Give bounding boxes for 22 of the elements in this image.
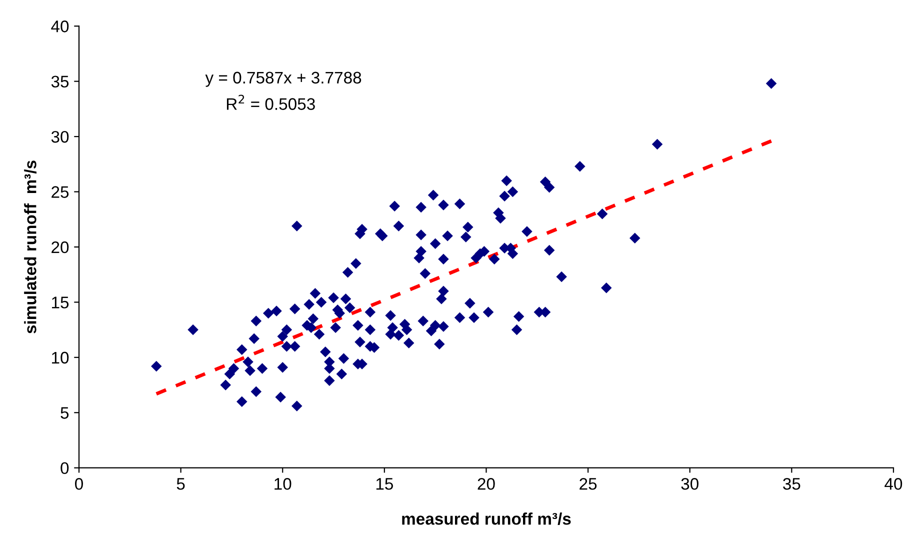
annotation: R$^{2}$ = 0.5053 [226,94,315,110]
y-tick-label: 20 [52,241,69,254]
y-tick-label: 10 [52,352,69,364]
y-tick-label: 15 [52,296,69,308]
y-tick-label: 5 [60,407,69,419]
y-tick-label: 35 [51,76,69,88]
x-tick-label: 20 [478,478,495,490]
x-tick-label: 30 [681,478,698,490]
x-tick-label: 35 [783,478,800,490]
y-tick-label: 40 [51,20,69,32]
y-tick-label: 25 [52,186,69,198]
x-tick-label: 10 [274,478,292,490]
x-tick-label: 40 [884,478,902,490]
x-tick-label: 5 [176,478,185,490]
annotation: y = 0.7587x + 3.7788 [205,72,362,87]
y-axis-title: simulated runoff m³/s [24,160,36,334]
x-tick-label: 25 [580,478,597,490]
x-axis-title: measured runoff m³/s [402,512,571,525]
x-tick-label: 0 [75,478,83,490]
y-tick-label: 0 [60,462,69,474]
x-tick-label: 15 [376,478,393,490]
y-tick-label: 30 [51,130,69,143]
